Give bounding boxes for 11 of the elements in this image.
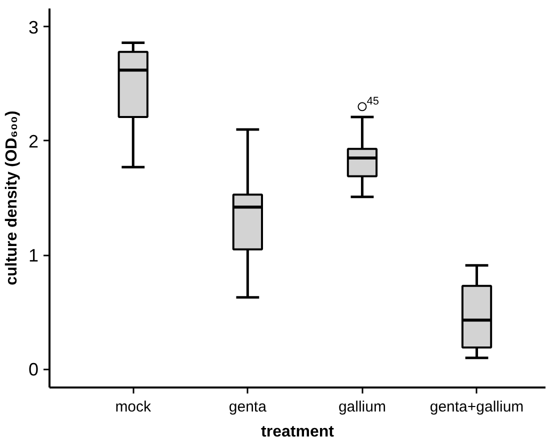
x-tick-label: genta — [228, 398, 268, 416]
y-axis-title: culture density (OD₆₀₀) — [3, 110, 20, 286]
y-tick-label: 2 — [28, 131, 39, 152]
y-tick-label: 1 — [28, 246, 39, 266]
y-tick-label: 0 — [28, 360, 39, 380]
annotation: 45 — [366, 95, 380, 108]
x-tick-label: gallium — [338, 398, 386, 416]
x-tick-label: genta+gallium — [430, 398, 524, 416]
x-axis-title: treatment — [261, 424, 335, 440]
y-tick-label: 3 — [28, 17, 39, 38]
x-tick-label: mock — [115, 398, 152, 416]
